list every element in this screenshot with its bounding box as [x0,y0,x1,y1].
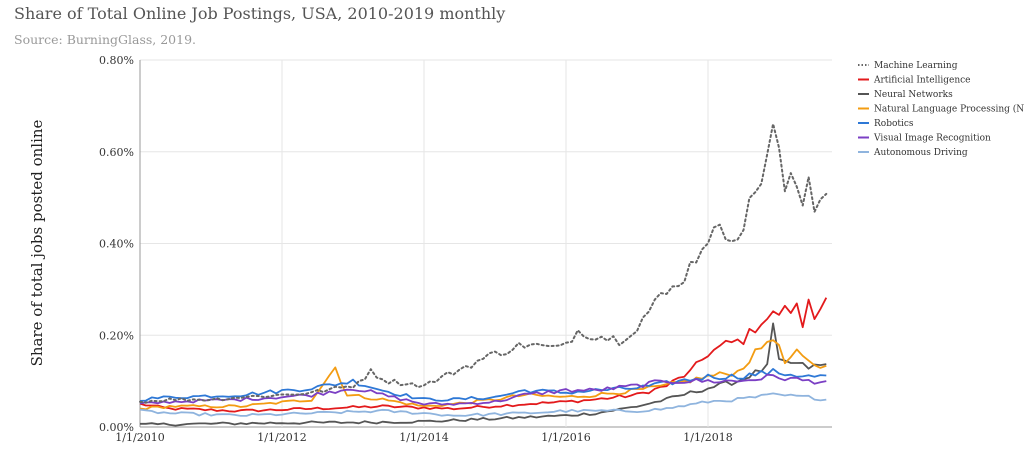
series-line-neural-networks [140,322,827,427]
legend-label: Neural Networks [874,90,953,100]
series-line-robotics [139,368,827,402]
legend-label: Visual Image Recognition [873,134,991,144]
x-tick-label: 1/1/2016 [541,431,590,444]
axes: 0.00% 0.20% 0.40% 0.60% 0.80% 1/1/2010 1/1/201… [99,54,733,444]
legend: Machine Learning Artificial Intelligence N… [858,61,1024,158]
chart-subtitle: Source: BurningGlass, 2019. [14,32,197,47]
y-tick-label: 0.00% [99,421,134,434]
series-lines [139,122,828,427]
x-tick-label: 1/1/2012 [257,431,306,444]
x-tick-label: 1/1/2018 [683,431,732,444]
series-line-visual-image-recognition [139,373,827,406]
legend-label: Autonomous Driving [873,148,968,158]
legend-label: Natural Language Processing (NLP) [874,104,1024,115]
x-tick-label: 1/1/2014 [399,431,448,444]
series-line-machine-learning [139,122,828,404]
x-tick-label: 1/1/2010 [115,431,164,444]
legend-label: Artificial Intelligence [873,76,971,86]
series-line-autonomous-driving [139,392,827,417]
y-tick-label: 0.40% [99,238,134,251]
y-axis-label: Share of total jobs posted online [28,119,46,366]
y-tick-label: 0.60% [99,146,134,159]
y-tick-label: 0.20% [99,329,134,342]
series-line-artificial-intelligence [139,297,828,413]
legend-label: Machine Learning [874,61,958,71]
grid [139,59,832,428]
chart-title: Share of Total Online Job Postings, USA,… [14,4,506,23]
legend-label: Robotics [874,119,914,129]
y-tick-label: 0.80% [99,54,134,67]
